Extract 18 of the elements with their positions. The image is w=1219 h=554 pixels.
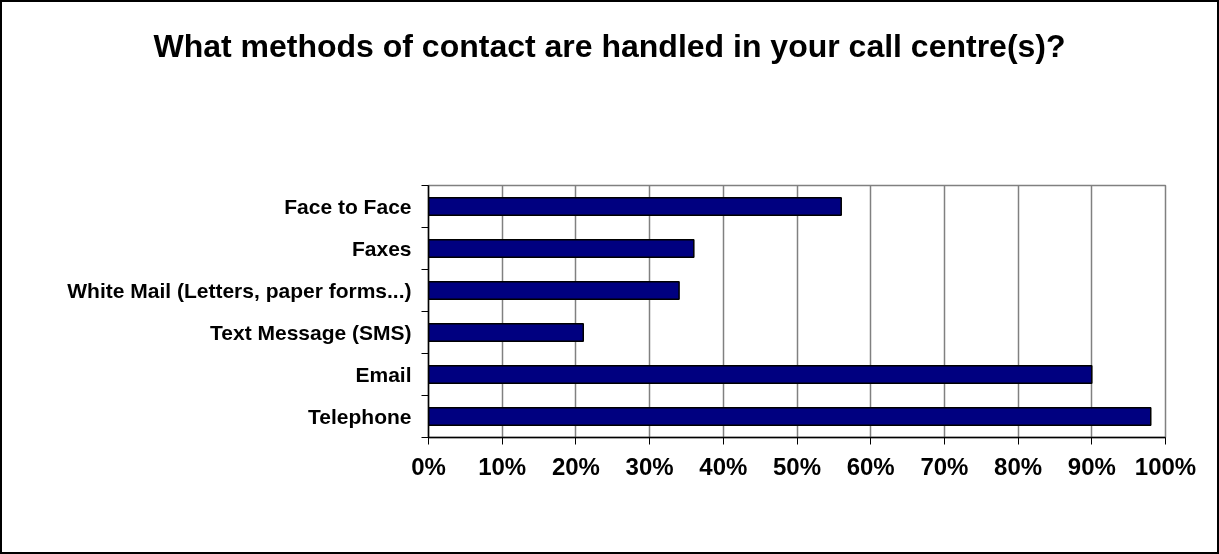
- x-tick-label: 50%: [772, 452, 822, 480]
- chart-title: What methods of contact are handled in your call centre(s)?: [153, 28, 1066, 64]
- x-tick-label: 60%: [846, 452, 895, 480]
- x-tick-label: 100%: [1134, 452, 1197, 480]
- y-tick-label: Text Message (SMS): [210, 321, 412, 344]
- x-tick-label: 90%: [1067, 452, 1116, 480]
- x-tick-label: 40%: [699, 452, 748, 480]
- x-tick-label: 0%: [411, 452, 446, 480]
- y-tick-label: Email: [355, 363, 412, 386]
- y-tick-label: Face to Face: [284, 195, 412, 218]
- x-tick-label: 20%: [551, 452, 600, 480]
- y-tick-label: White Mail (Letters, paper forms...): [67, 279, 412, 302]
- x-tick-label: 30%: [625, 452, 674, 480]
- x-tick-label: 70%: [920, 452, 969, 480]
- y-tick-label: Telephone: [308, 405, 412, 428]
- y-tick-label: Faxes: [351, 237, 412, 260]
- x-tick-label: 80%: [994, 452, 1043, 480]
- x-tick-label: 10%: [478, 452, 527, 480]
